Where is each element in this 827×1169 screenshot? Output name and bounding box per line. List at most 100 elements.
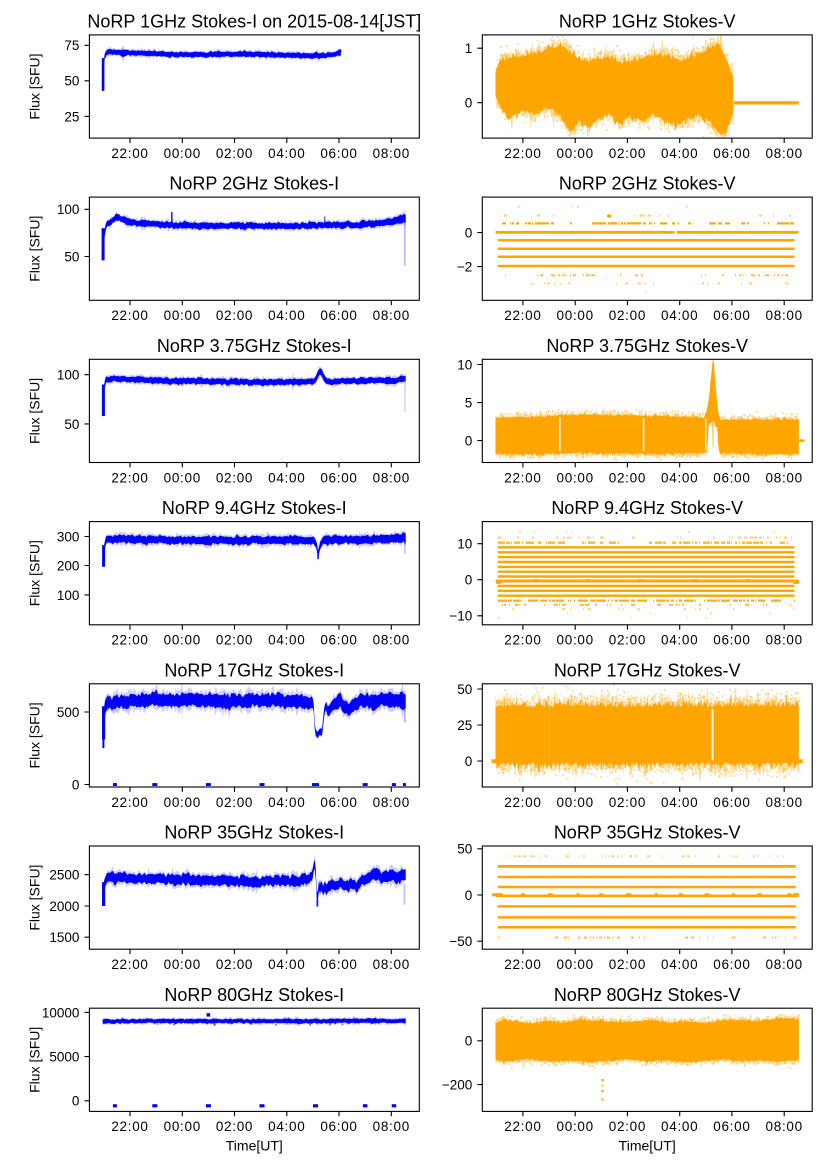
svg-text:0: 0 xyxy=(465,226,473,241)
svg-text:02:00: 02:00 xyxy=(609,470,646,485)
svg-text:−50: −50 xyxy=(449,934,472,949)
svg-text:NoRP 80GHz Stokes-I: NoRP 80GHz Stokes-I xyxy=(164,985,344,1005)
svg-text:NoRP 17GHz Stokes-I: NoRP 17GHz Stokes-I xyxy=(164,660,344,680)
svg-text:−10: −10 xyxy=(449,609,472,624)
svg-text:22:00: 22:00 xyxy=(504,308,541,323)
svg-text:Flux [SFU]: Flux [SFU] xyxy=(26,702,42,768)
svg-text:08:00: 08:00 xyxy=(766,957,803,972)
svg-text:00:00: 00:00 xyxy=(164,470,201,485)
svg-text:08:00: 08:00 xyxy=(766,146,803,161)
svg-text:02:00: 02:00 xyxy=(609,308,646,323)
svg-text:0: 0 xyxy=(465,754,473,769)
svg-text:22:00: 22:00 xyxy=(504,633,541,648)
svg-text:22:00: 22:00 xyxy=(111,1119,148,1134)
svg-text:02:00: 02:00 xyxy=(216,795,253,810)
svg-text:25: 25 xyxy=(457,718,472,733)
svg-text:100: 100 xyxy=(57,588,80,603)
svg-text:50: 50 xyxy=(457,682,472,697)
svg-text:10: 10 xyxy=(457,357,472,372)
svg-text:08:00: 08:00 xyxy=(373,957,410,972)
svg-text:00:00: 00:00 xyxy=(557,795,594,810)
svg-text:200: 200 xyxy=(57,558,80,573)
svg-text:Time[UT]: Time[UT] xyxy=(226,1138,283,1154)
svg-text:Flux [SFU]: Flux [SFU] xyxy=(26,1027,42,1093)
svg-text:08:00: 08:00 xyxy=(373,470,410,485)
svg-text:0: 0 xyxy=(465,888,473,903)
svg-text:25: 25 xyxy=(64,109,79,124)
svg-text:00:00: 00:00 xyxy=(557,633,594,648)
svg-text:04:00: 04:00 xyxy=(661,470,698,485)
svg-text:02:00: 02:00 xyxy=(609,795,646,810)
svg-text:NoRP 3.75GHz Stokes-V: NoRP 3.75GHz Stokes-V xyxy=(546,336,748,356)
svg-text:00:00: 00:00 xyxy=(164,633,201,648)
svg-text:Flux [SFU]: Flux [SFU] xyxy=(26,216,42,282)
svg-text:22:00: 22:00 xyxy=(111,957,148,972)
svg-text:00:00: 00:00 xyxy=(557,1119,594,1134)
svg-text:00:00: 00:00 xyxy=(557,470,594,485)
svg-text:06:00: 06:00 xyxy=(713,1119,750,1134)
svg-text:06:00: 06:00 xyxy=(713,633,750,648)
svg-text:06:00: 06:00 xyxy=(320,308,357,323)
svg-text:75: 75 xyxy=(64,38,79,53)
svg-text:06:00: 06:00 xyxy=(713,470,750,485)
svg-text:06:00: 06:00 xyxy=(320,795,357,810)
svg-text:00:00: 00:00 xyxy=(557,957,594,972)
svg-text:0: 0 xyxy=(465,573,473,588)
svg-text:06:00: 06:00 xyxy=(320,957,357,972)
svg-text:Flux [SFU]: Flux [SFU] xyxy=(26,540,42,606)
svg-text:NoRP 35GHz Stokes-V: NoRP 35GHz Stokes-V xyxy=(554,823,741,843)
svg-text:100: 100 xyxy=(57,202,80,217)
svg-text:02:00: 02:00 xyxy=(216,957,253,972)
svg-text:02:00: 02:00 xyxy=(216,470,253,485)
svg-text:00:00: 00:00 xyxy=(557,308,594,323)
svg-text:08:00: 08:00 xyxy=(766,308,803,323)
svg-text:02:00: 02:00 xyxy=(609,633,646,648)
svg-text:02:00: 02:00 xyxy=(609,1119,646,1134)
svg-text:04:00: 04:00 xyxy=(661,146,698,161)
svg-text:04:00: 04:00 xyxy=(661,308,698,323)
svg-text:04:00: 04:00 xyxy=(661,633,698,648)
svg-text:10000: 10000 xyxy=(42,1005,80,1020)
svg-text:Flux [SFU]: Flux [SFU] xyxy=(26,378,42,444)
svg-text:06:00: 06:00 xyxy=(320,146,357,161)
svg-text:00:00: 00:00 xyxy=(164,957,201,972)
svg-text:100: 100 xyxy=(57,368,80,383)
svg-text:NoRP 1GHz Stokes-I on 2015-08-: NoRP 1GHz Stokes-I on 2015-08-14[JST] xyxy=(87,12,421,32)
svg-text:2000: 2000 xyxy=(49,899,79,914)
svg-text:22:00: 22:00 xyxy=(504,146,541,161)
svg-text:0: 0 xyxy=(72,777,80,792)
svg-text:00:00: 00:00 xyxy=(164,308,201,323)
svg-text:08:00: 08:00 xyxy=(373,795,410,810)
svg-text:02:00: 02:00 xyxy=(609,957,646,972)
svg-text:500: 500 xyxy=(57,705,80,720)
svg-text:06:00: 06:00 xyxy=(713,308,750,323)
svg-text:NoRP 35GHz Stokes-I: NoRP 35GHz Stokes-I xyxy=(164,823,344,843)
svg-text:50: 50 xyxy=(64,74,79,89)
svg-text:10: 10 xyxy=(457,537,472,552)
svg-text:5: 5 xyxy=(465,396,473,411)
svg-text:Flux [SFU]: Flux [SFU] xyxy=(26,53,42,119)
svg-text:50: 50 xyxy=(457,842,472,857)
svg-text:22:00: 22:00 xyxy=(504,470,541,485)
svg-text:22:00: 22:00 xyxy=(504,957,541,972)
svg-text:04:00: 04:00 xyxy=(661,1119,698,1134)
svg-text:Time[UT]: Time[UT] xyxy=(619,1138,676,1154)
svg-text:NoRP 9.4GHz Stokes-I: NoRP 9.4GHz Stokes-I xyxy=(162,498,347,518)
svg-text:NoRP 2GHz Stokes-I: NoRP 2GHz Stokes-I xyxy=(169,174,339,194)
svg-text:22:00: 22:00 xyxy=(504,1119,541,1134)
svg-text:NoRP 2GHz Stokes-V: NoRP 2GHz Stokes-V xyxy=(559,174,736,194)
svg-text:50: 50 xyxy=(64,249,79,264)
svg-text:08:00: 08:00 xyxy=(766,633,803,648)
svg-text:06:00: 06:00 xyxy=(713,795,750,810)
svg-text:50: 50 xyxy=(64,417,79,432)
svg-text:02:00: 02:00 xyxy=(216,308,253,323)
svg-text:NoRP 80GHz Stokes-V: NoRP 80GHz Stokes-V xyxy=(554,985,741,1005)
svg-text:04:00: 04:00 xyxy=(661,957,698,972)
svg-text:0: 0 xyxy=(465,96,473,111)
svg-text:300: 300 xyxy=(57,529,80,544)
svg-text:08:00: 08:00 xyxy=(766,795,803,810)
svg-text:22:00: 22:00 xyxy=(111,470,148,485)
svg-text:04:00: 04:00 xyxy=(268,1119,305,1134)
svg-text:2500: 2500 xyxy=(49,868,79,883)
svg-text:1500: 1500 xyxy=(49,930,79,945)
